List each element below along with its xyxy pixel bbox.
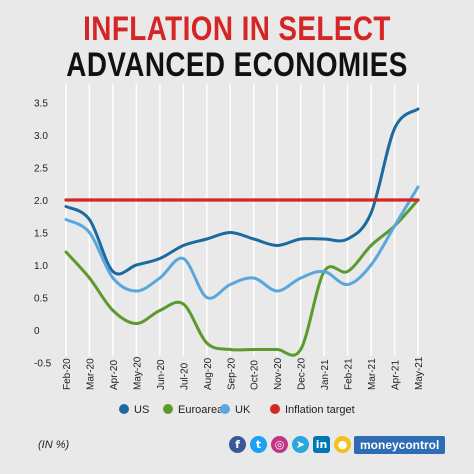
- x-tick-label: May-20: [132, 356, 143, 390]
- instagram-icon[interactable]: ◎: [271, 436, 288, 453]
- x-tick-label: Sep-20: [226, 357, 237, 390]
- x-tick-label: Jun-20: [156, 359, 167, 390]
- legend-marker-us: [119, 404, 129, 414]
- y-tick-label: 0.5: [34, 294, 48, 305]
- legend-label-inflation-target: Inflation target: [285, 404, 355, 416]
- legend-label-euroarea: Euroarea: [178, 404, 224, 416]
- chart-title-line2: ADVANCED ECONOMIES: [66, 46, 408, 84]
- telegram-icon[interactable]: ➤: [292, 436, 309, 453]
- y-tick-label: 2.0: [34, 196, 48, 207]
- x-tick-label: Apr-21: [391, 360, 402, 390]
- legend-marker-euroarea: [163, 404, 173, 414]
- y-tick-label: 2.5: [34, 164, 48, 175]
- legend-label-us: US: [134, 404, 149, 416]
- y-tick-label: 3.5: [34, 99, 48, 110]
- linkedin-icon[interactable]: in: [313, 436, 330, 453]
- y-tick-label: 3.0: [34, 131, 48, 142]
- legend-marker-uk: [220, 404, 230, 414]
- series-line-us: [64, 107, 420, 276]
- x-tick-label: Dec-20: [297, 357, 308, 390]
- moneycontrol-logo[interactable]: moneycontrol: [354, 436, 446, 454]
- y-tick-label: -0.5: [34, 359, 52, 370]
- y-tick-label: 1.0: [34, 261, 48, 272]
- x-tick-label: Feb-20: [62, 358, 73, 390]
- x-tick-label: Feb-21: [344, 358, 355, 390]
- facebook-icon[interactable]: f: [229, 436, 246, 453]
- x-tick-label: Nov-20: [273, 357, 284, 390]
- legend-marker-inflation-target: [270, 404, 280, 414]
- series-line-uk: [64, 185, 420, 300]
- x-tick-label: Jul-20: [179, 362, 190, 390]
- x-tick-label: Jan-21: [320, 359, 331, 390]
- x-tick-label: Mar-21: [367, 358, 378, 390]
- chart-title-line1: INFLATION IN SELECT: [83, 10, 391, 48]
- koo-icon[interactable]: ●: [334, 436, 351, 453]
- x-tick-label: Oct-20: [250, 360, 261, 390]
- y-tick-label: 1.5: [34, 229, 48, 240]
- x-tick-label: Apr-20: [109, 360, 120, 390]
- x-tick-label: May-21: [414, 356, 425, 390]
- x-tick-label: Mar-20: [85, 358, 96, 390]
- unit-note: (IN %): [38, 439, 70, 451]
- twitter-icon[interactable]: t: [250, 436, 267, 453]
- legend-label-uk: UK: [235, 404, 251, 416]
- y-tick-label: 0: [34, 326, 40, 337]
- x-tick-label: Aug-20: [203, 357, 214, 390]
- series-line-euroarea: [64, 198, 420, 357]
